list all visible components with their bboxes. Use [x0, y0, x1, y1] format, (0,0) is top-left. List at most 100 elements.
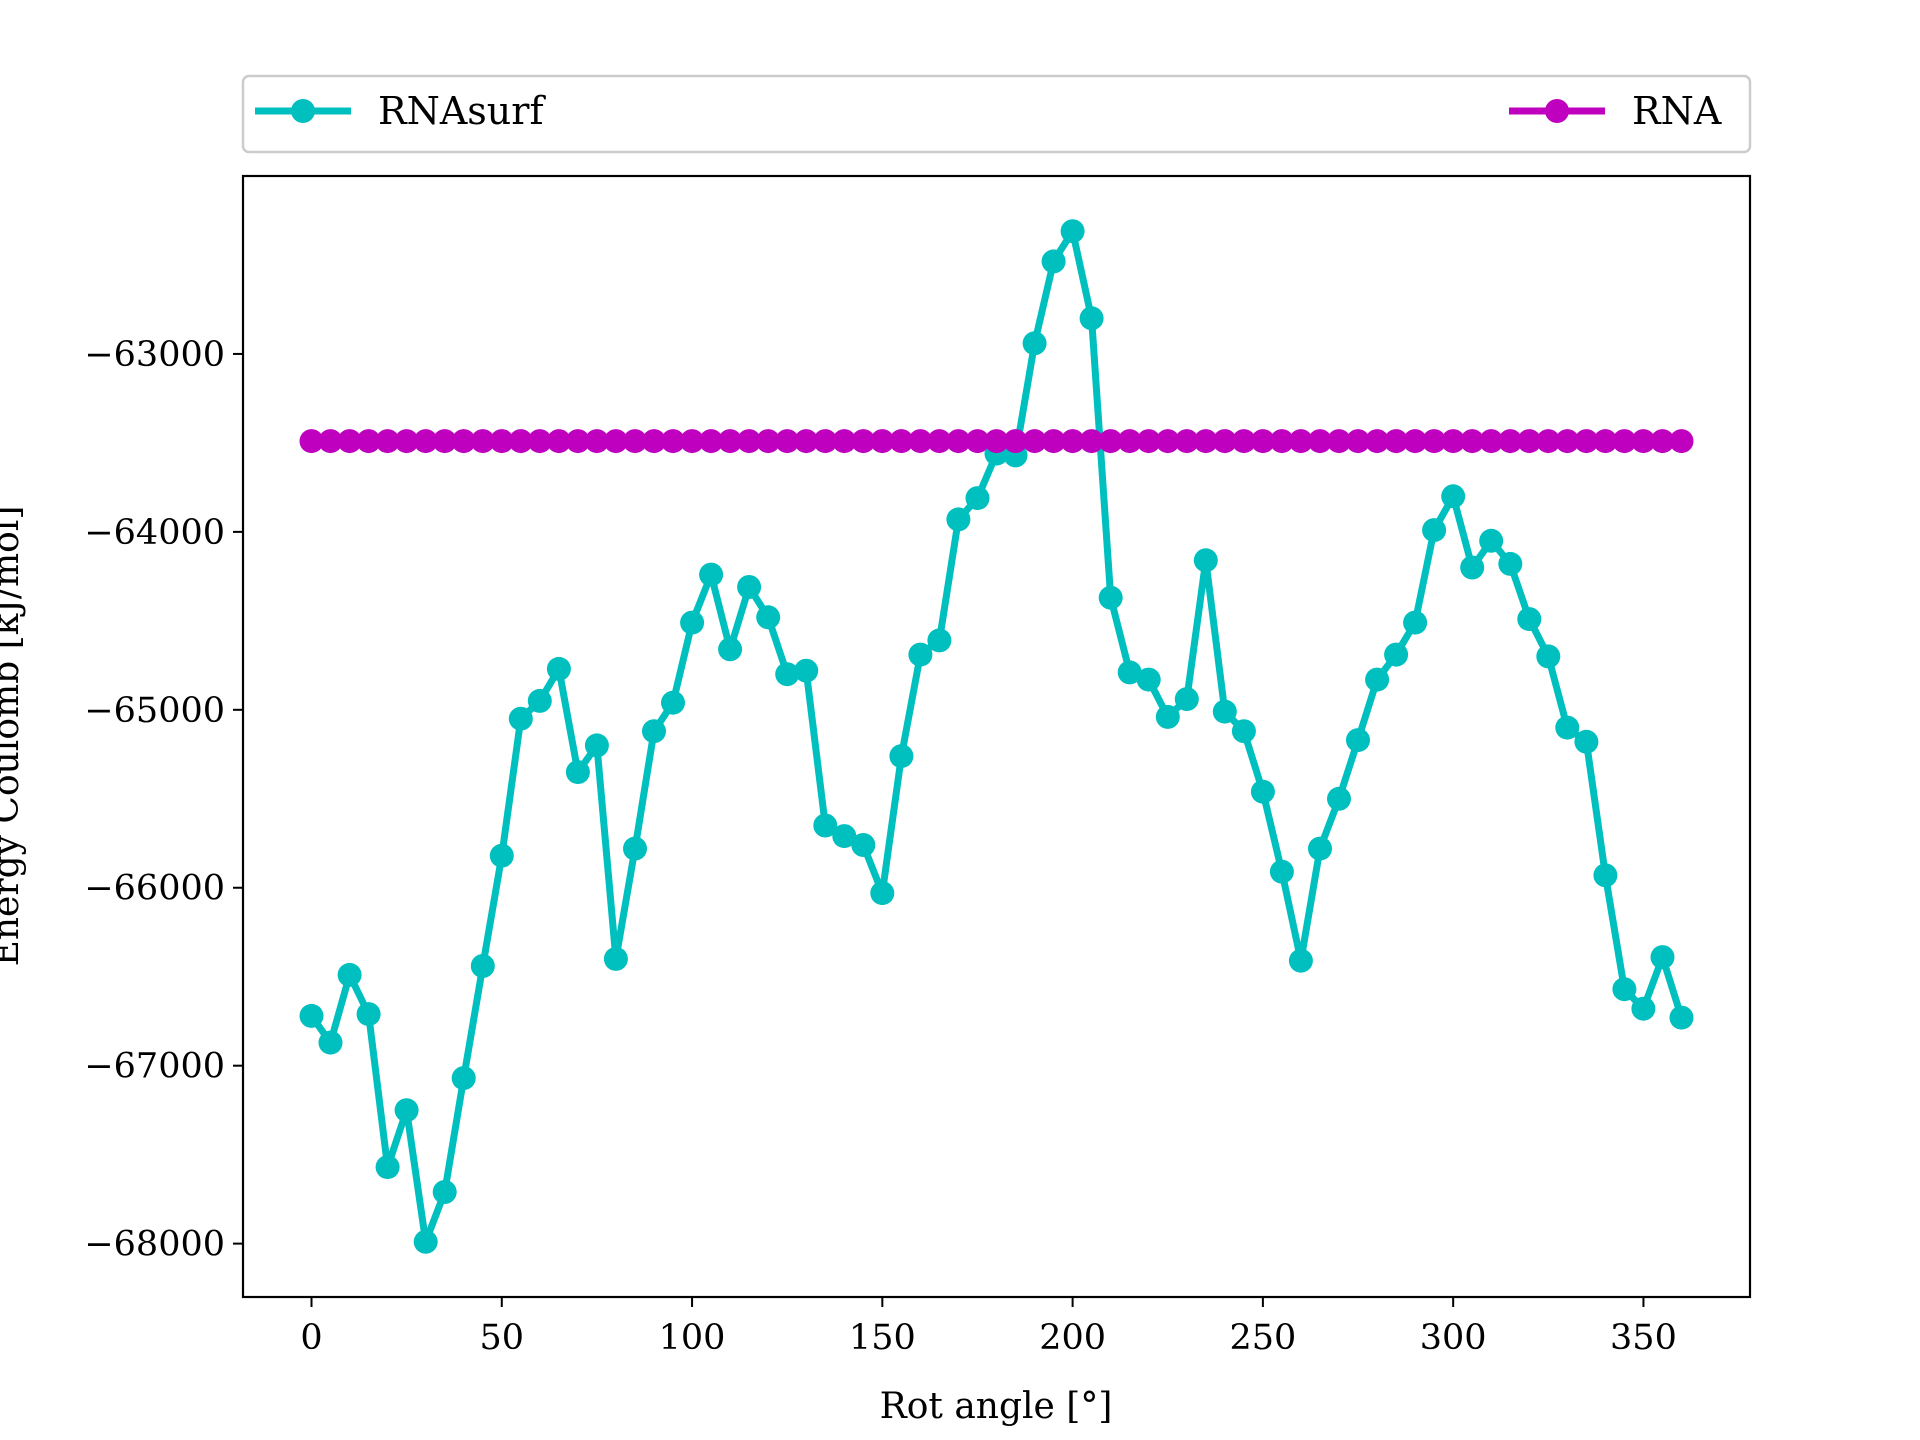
data-point-rna — [642, 429, 666, 454]
data-point-rna — [661, 429, 685, 454]
data-point-rna — [489, 429, 514, 454]
data-point-rnasurf — [318, 1030, 343, 1055]
data-point-rnasurf — [1155, 704, 1180, 729]
y-tick-label: −63000 — [84, 335, 225, 375]
y-tick-label: −66000 — [84, 869, 225, 909]
data-point-rna — [680, 429, 705, 454]
data-point-rna — [832, 429, 857, 454]
data-point-rnasurf — [413, 1229, 438, 1254]
data-point-rnasurf — [870, 881, 895, 906]
data-point-rna — [1098, 429, 1123, 454]
x-axis: 0 50 100 150 200 250 300 350 — [300, 1297, 1677, 1358]
y-tick-label: −65000 — [84, 691, 225, 731]
data-point-rnasurf — [1288, 948, 1313, 973]
data-point-rna — [1308, 429, 1332, 454]
data-point-rnasurf — [1460, 555, 1485, 580]
series-line-rnasurf — [308, 227, 1685, 1246]
data-point-rnasurf — [1669, 1005, 1694, 1030]
data-point-rnasurf — [1384, 642, 1409, 667]
data-point-rna — [908, 429, 933, 454]
data-point-rna — [1155, 429, 1180, 454]
y-axis: −63000 −64000 −65000 −66000 −67000 −68000 — [84, 335, 243, 1265]
data-point-rnasurf — [642, 719, 666, 744]
data-point-rnasurf — [1098, 585, 1123, 610]
data-point-rna — [813, 429, 838, 454]
data-point-rna — [851, 429, 876, 454]
legend-label: RNAsurf — [378, 89, 546, 133]
legend: RNAsurf RNA — [241, 74, 1752, 154]
data-point-rnasurf — [927, 628, 952, 653]
data-point-rna — [584, 429, 609, 454]
data-point-rna — [775, 429, 800, 454]
data-point-rnasurf — [1117, 660, 1142, 685]
data-point-rnasurf — [1574, 729, 1599, 754]
data-point-rna — [1231, 429, 1256, 454]
data-point-rnasurf — [1536, 644, 1561, 669]
y-tick-label: −67000 — [84, 1047, 225, 1087]
data-point-rna — [718, 429, 743, 454]
plot-area — [241, 174, 1752, 1299]
data-point-rnasurf — [565, 760, 590, 785]
data-point-rna — [756, 429, 781, 454]
data-point-rnasurf — [1631, 996, 1656, 1021]
data-point-rna — [1117, 429, 1142, 454]
data-point-rna — [1269, 429, 1294, 454]
data-point-rnasurf — [1231, 719, 1256, 744]
data-point-rnasurf — [718, 637, 743, 662]
data-point-rnasurf — [1517, 607, 1542, 632]
x-tick-label: 100 — [659, 1318, 726, 1358]
data-point-rnasurf — [432, 1180, 457, 1204]
data-point-rna — [1536, 429, 1561, 454]
data-point-rnasurf — [699, 562, 724, 587]
data-point-rnasurf — [832, 824, 857, 849]
data-point-rnasurf — [1327, 786, 1351, 811]
data-point-rna — [508, 429, 533, 454]
data-point-rnasurf — [1346, 728, 1370, 753]
y-tick-label: −68000 — [84, 1225, 225, 1265]
x-tick-label: 150 — [849, 1318, 916, 1358]
data-point-rna — [1060, 429, 1085, 454]
data-point-rnasurf — [1555, 715, 1580, 740]
data-point-rna — [1003, 429, 1028, 454]
data-point-rna — [470, 429, 495, 454]
data-point-rnasurf — [756, 605, 781, 630]
data-point-rnasurf — [1422, 518, 1447, 543]
data-point-rnasurf — [1650, 945, 1675, 970]
data-point-rnasurf — [375, 1155, 400, 1180]
data-point-rnasurf — [356, 1002, 381, 1027]
plot-frame — [241, 174, 1752, 1299]
data-point-rna — [1384, 429, 1409, 454]
x-tick-label: 300 — [1420, 1318, 1487, 1358]
data-point-rna — [870, 429, 895, 454]
data-point-rna — [1517, 429, 1542, 454]
data-point-rna — [1441, 429, 1466, 454]
data-point-rna — [413, 429, 438, 454]
data-point-rnasurf — [680, 610, 705, 635]
data-point-rna — [946, 429, 971, 454]
legend-frame — [241, 74, 1752, 154]
data-point-rnasurf — [1498, 551, 1523, 576]
data-point-rna — [337, 429, 362, 454]
data-point-rna — [603, 429, 628, 454]
data-point-rna — [1669, 429, 1694, 454]
data-point-rna — [356, 429, 381, 454]
data-point-rnasurf — [1079, 306, 1104, 331]
legend-entry-rnasurf: RNAsurf — [255, 89, 546, 133]
data-point-rnasurf — [337, 962, 362, 987]
x-axis-label: Rot angle [°] — [880, 1386, 1113, 1427]
data-point-rna — [965, 429, 990, 454]
data-point-rna — [1612, 429, 1637, 454]
data-point-rnasurf — [1403, 610, 1428, 635]
data-point-rnasurf — [1269, 859, 1294, 884]
data-point-rnasurf — [946, 507, 971, 532]
data-point-rnasurf — [1250, 779, 1275, 804]
data-point-rna — [927, 429, 952, 454]
data-point-rna — [394, 429, 419, 454]
data-point-rna — [1288, 429, 1313, 454]
data-point-rnasurf — [1136, 667, 1161, 692]
x-tick-label: 0 — [300, 1318, 322, 1358]
data-point-rna — [1079, 429, 1104, 454]
x-tick-label: 200 — [1039, 1318, 1106, 1358]
data-point-rna — [1631, 429, 1656, 454]
data-point-rna — [1250, 429, 1275, 454]
